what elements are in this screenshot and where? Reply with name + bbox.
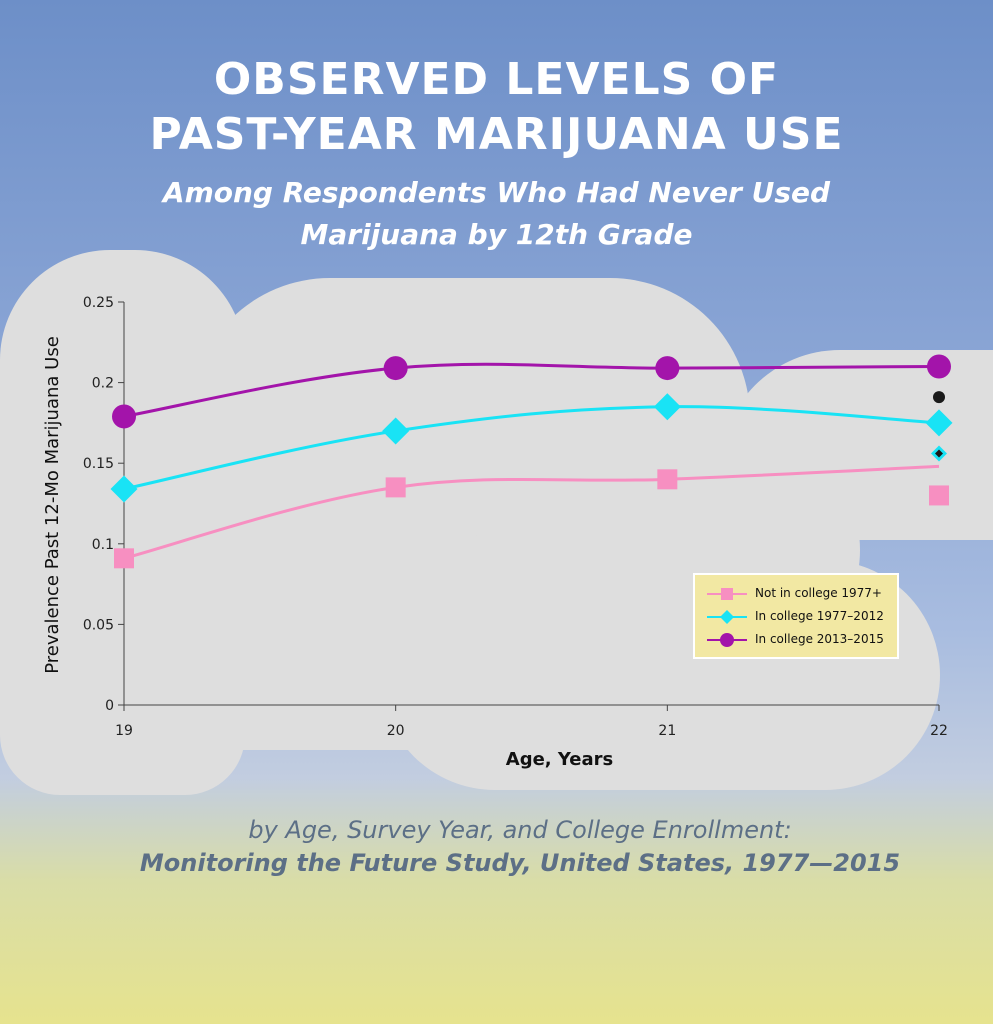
legend-label: In college 1977–2012	[755, 609, 884, 623]
footer-caption: by Age, Survey Year, and College Enrollm…	[0, 814, 993, 880]
y-tick-label: 0.05	[83, 617, 114, 633]
page-title: OBSERVED LEVELS OF PAST-YEAR MARIJUANA U…	[0, 52, 993, 162]
extra-point-diamond	[935, 449, 943, 458]
data-point-circle	[655, 356, 680, 381]
footer-line-2: Monitoring the Future Study, United Stat…	[139, 849, 901, 877]
subtitle-line-1: Among Respondents Who Had Never Used	[162, 176, 831, 209]
legend-diamond-marker-icon	[707, 610, 747, 624]
title-line-1: OBSERVED LEVELS OF	[213, 54, 780, 105]
title-line-2: PAST-YEAR MARIJUANA USE	[149, 109, 844, 160]
y-tick-label: 0.25	[83, 295, 114, 311]
legend-label: In college 2013–2015	[755, 632, 884, 646]
legend-square-marker-icon	[707, 588, 747, 600]
x-axis-label: Age, Years	[506, 749, 613, 770]
x-tick-label: 20	[387, 723, 405, 739]
y-tick-label: 0.2	[92, 376, 114, 392]
subtitle-line-2: Marijuana by 12th Grade	[300, 218, 693, 251]
x-tick-label: 22	[930, 723, 948, 739]
legend-circle-marker-icon	[707, 633, 747, 647]
chart-legend: Not in college 1977+ In college 1977–201…	[693, 573, 899, 659]
y-tick-label: 0.1	[92, 537, 114, 553]
series-line	[123, 405, 940, 491]
extra-point-circle	[933, 391, 945, 404]
footer-line-1: by Age, Survey Year, and College Enrollm…	[248, 816, 792, 844]
data-point-circle	[927, 354, 951, 379]
data-point-square	[385, 477, 406, 498]
data-point-diamond	[653, 393, 681, 421]
y-tick-label: 0	[105, 698, 114, 714]
legend-item-not-in-college: Not in college 1977+	[705, 585, 895, 603]
legend-item-in-college-1977-2012: In college 1977–2012	[705, 608, 895, 626]
series-line	[123, 362, 940, 418]
page-subtitle: Among Respondents Who Had Never Used Mar…	[0, 172, 993, 256]
legend-label: Not in college 1977+	[755, 586, 882, 600]
series-line	[123, 464, 940, 560]
data-point-diamond	[925, 409, 953, 437]
data-point-square	[657, 469, 678, 490]
data-point-square	[114, 548, 134, 569]
legend-item-in-college-2013-2015: In college 2013–2015	[705, 631, 895, 649]
x-tick-label: 19	[115, 723, 133, 739]
x-tick-label: 21	[658, 723, 676, 739]
data-point-circle	[383, 356, 408, 381]
data-point-diamond	[110, 475, 138, 503]
y-tick-label: 0.15	[83, 456, 114, 472]
data-point-circle	[112, 404, 136, 429]
data-point-diamond	[382, 417, 410, 445]
y-axis-label: Prevalence Past 12-Mo Marijuana Use	[42, 336, 63, 674]
data-point-square	[929, 485, 949, 506]
